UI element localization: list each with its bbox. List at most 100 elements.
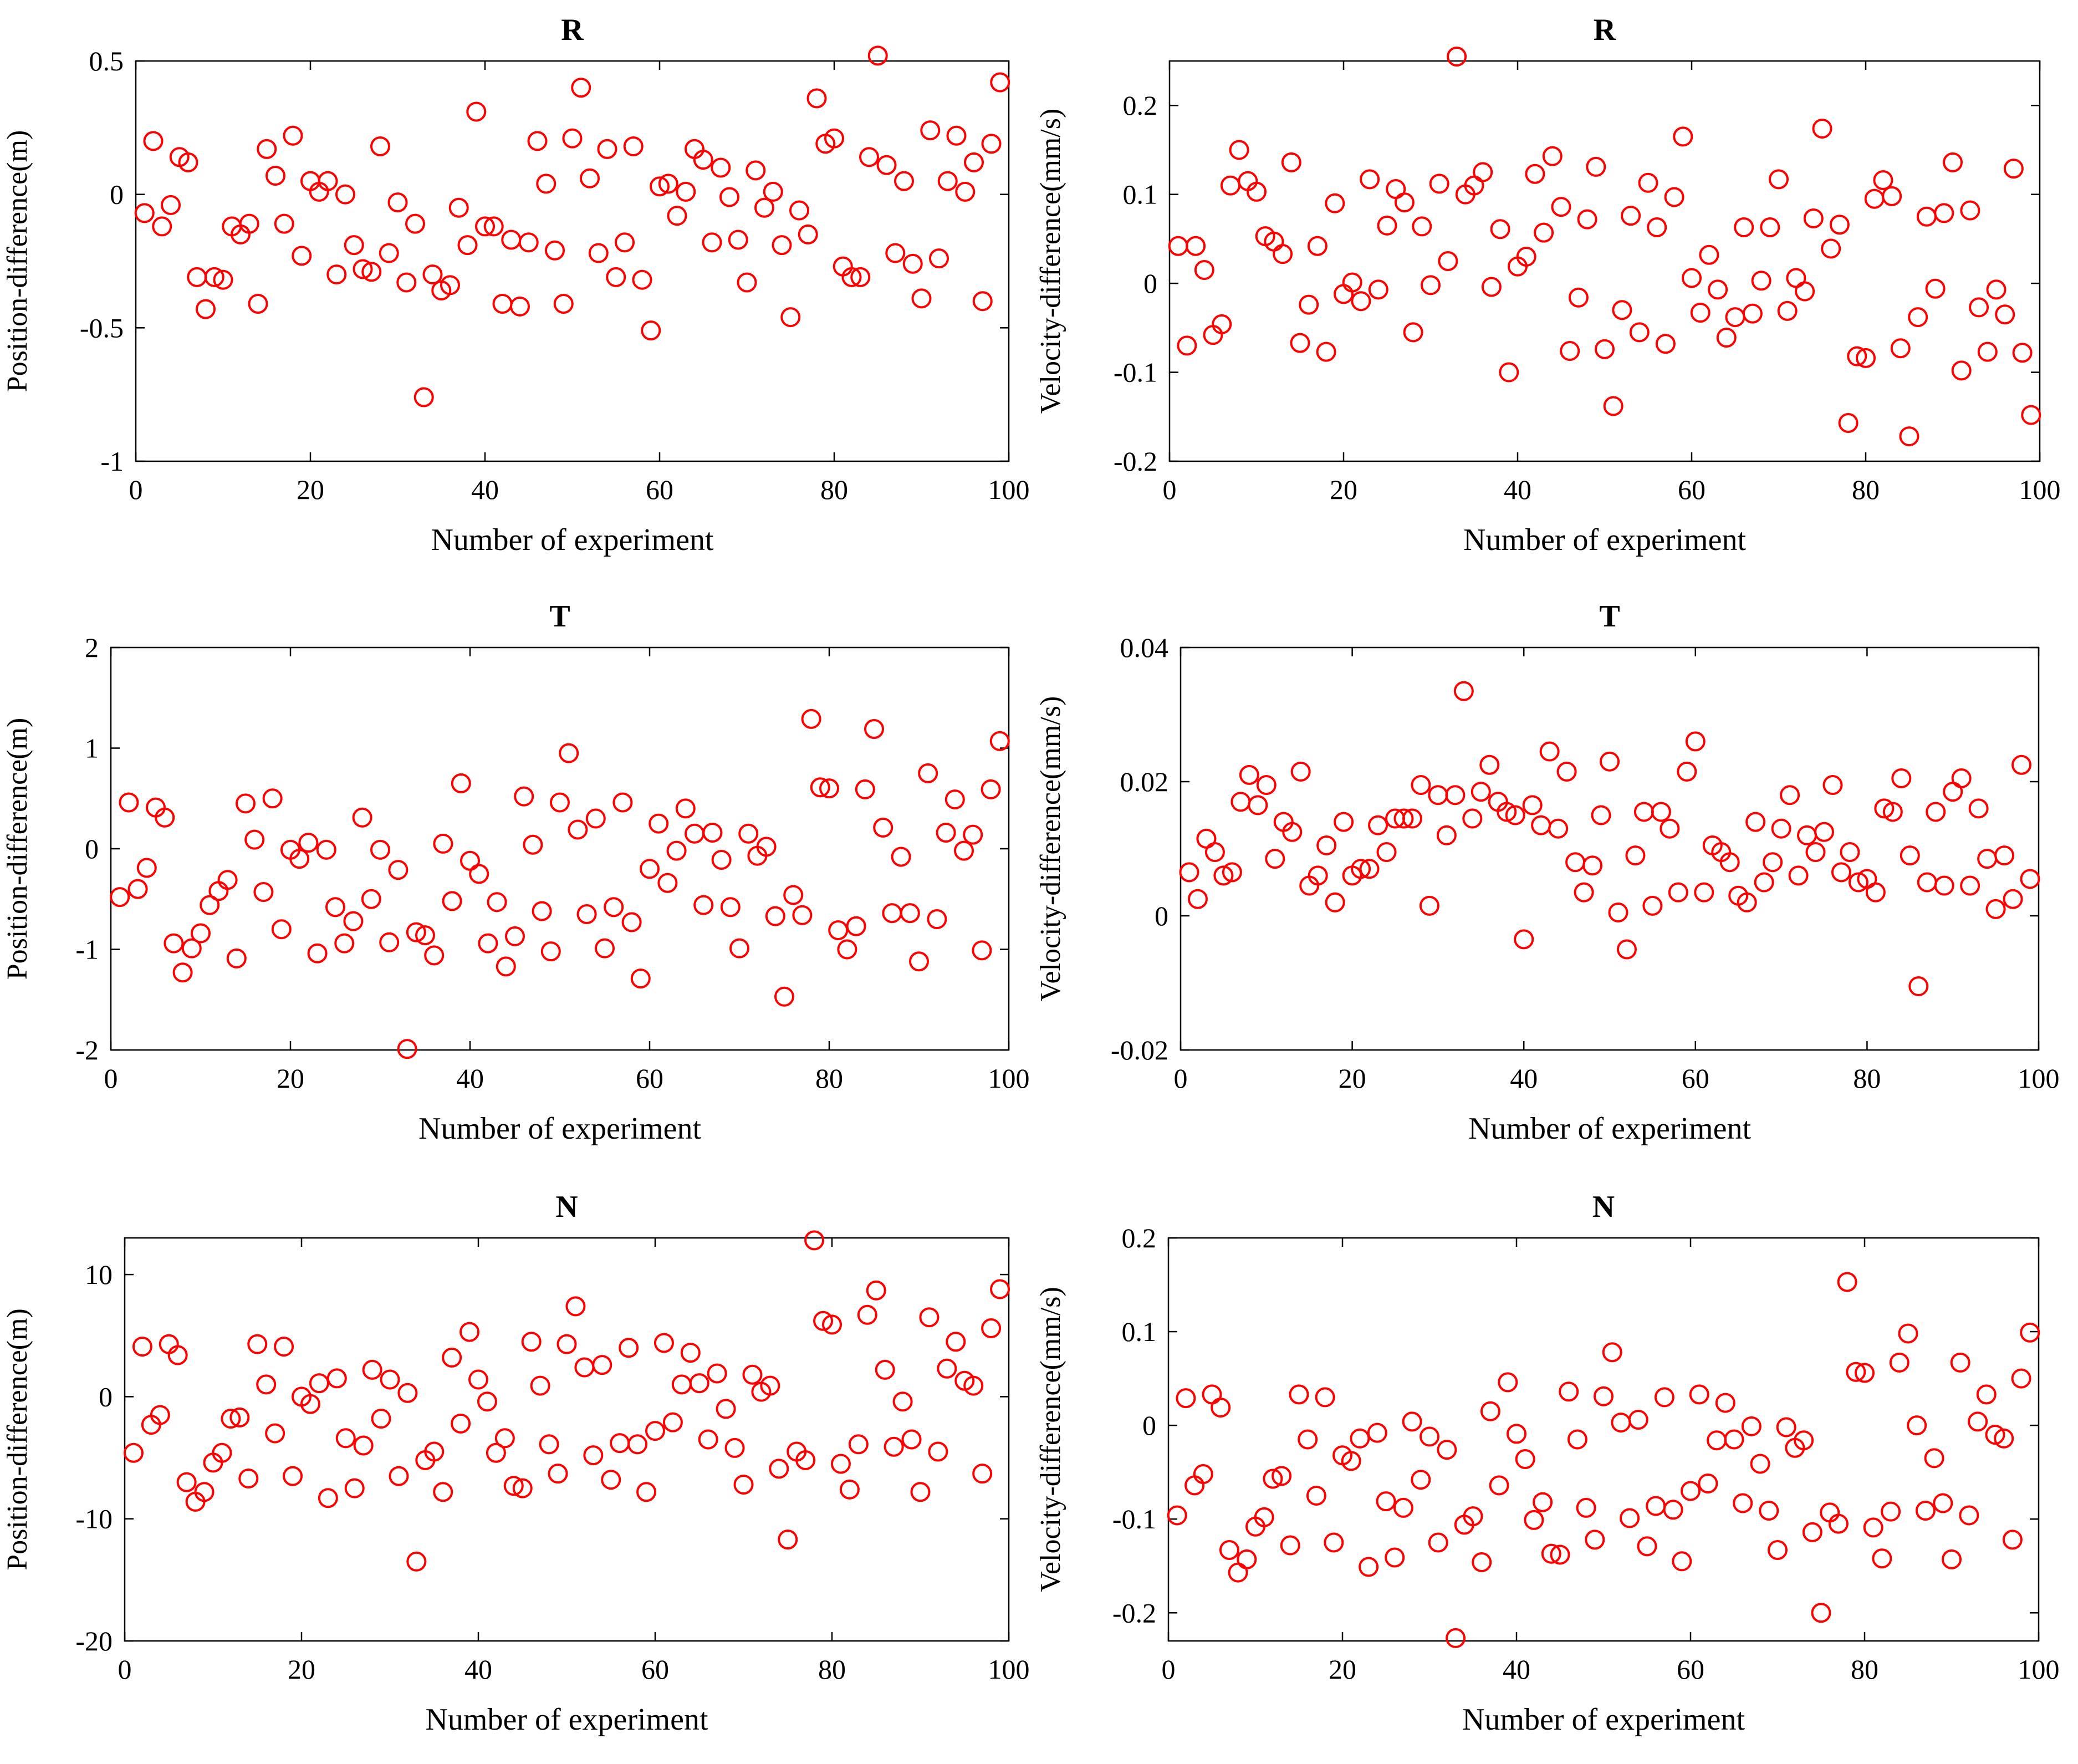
- data-point: [1777, 300, 1798, 321]
- data-point: [1585, 1530, 1605, 1550]
- data-point: [1769, 169, 1789, 190]
- data-point: [1908, 307, 1928, 328]
- data-point: [981, 134, 1002, 154]
- data-point: [804, 1230, 825, 1251]
- data-point: [882, 903, 902, 924]
- data-point: [1898, 1323, 1918, 1344]
- data-point: [532, 901, 552, 921]
- data-point: [873, 817, 894, 838]
- data-point: [1960, 875, 1980, 896]
- data-point: [253, 882, 274, 903]
- data-point: [892, 1391, 913, 1412]
- data-point: [1741, 1416, 1762, 1436]
- data-point: [1797, 825, 1817, 845]
- data-point: [1403, 322, 1423, 343]
- x-tick-label: 0: [1162, 1654, 1176, 1685]
- data-point: [1943, 152, 1963, 172]
- y-tick-label: 10: [85, 1259, 113, 1290]
- data-point: [819, 778, 839, 799]
- data-point: [1771, 818, 1791, 839]
- data-point: [483, 216, 504, 237]
- data-point: [1436, 825, 1457, 845]
- data-point: [841, 267, 862, 287]
- data-point: [850, 267, 871, 287]
- data-point: [1480, 1401, 1500, 1421]
- data-point: [1565, 852, 1586, 873]
- data-point: [433, 833, 453, 854]
- data-point: [1750, 1454, 1770, 1474]
- data-point: [405, 213, 425, 234]
- x-axis-label: Number of experiment: [1468, 1112, 1751, 1146]
- data-point: [353, 1435, 374, 1456]
- data-point: [1351, 859, 1371, 879]
- data-point: [769, 1459, 789, 1479]
- data-point: [110, 887, 130, 908]
- data-point: [424, 1441, 445, 1462]
- data-point: [1428, 1532, 1448, 1553]
- y-tick-label: -0.1: [1114, 357, 1157, 388]
- data-point: [689, 1373, 709, 1394]
- data-point: [1968, 798, 1989, 819]
- data-point: [636, 1482, 657, 1502]
- data-point: [413, 387, 434, 407]
- data-point: [1795, 281, 1815, 302]
- data-point: [1603, 396, 1623, 416]
- data-point: [640, 859, 660, 879]
- data-point: [1247, 181, 1267, 202]
- data-point: [226, 948, 247, 968]
- x-axis-label: Number of experiment: [418, 1112, 701, 1146]
- data-point: [1471, 782, 1491, 802]
- data-point: [1821, 238, 1841, 259]
- y-tick-label: 0.02: [1120, 766, 1169, 797]
- data-point: [442, 1347, 462, 1368]
- data-point: [911, 288, 932, 309]
- data-point: [1186, 236, 1206, 256]
- data-point: [1194, 260, 1214, 281]
- data-point: [1985, 1425, 2005, 1445]
- chart-title: N: [1592, 1190, 1615, 1224]
- data-point: [1664, 187, 1684, 207]
- data-point: [477, 1391, 497, 1412]
- data-point: [623, 136, 644, 157]
- data-point: [1803, 208, 1824, 228]
- data-point: [1694, 882, 1714, 903]
- data-point: [1586, 156, 1606, 177]
- data-point: [1864, 188, 1885, 209]
- data-point: [200, 895, 220, 915]
- data-point: [1715, 1393, 1735, 1413]
- data-point: [1489, 1475, 1509, 1496]
- data-point: [846, 916, 866, 936]
- data-point: [1325, 193, 1345, 213]
- data-point: [1872, 1548, 1892, 1569]
- x-tick-label: 100: [2018, 1654, 2060, 1685]
- data-point: [588, 243, 609, 263]
- data-point: [716, 1399, 736, 1419]
- data-point: [565, 1296, 586, 1317]
- data-point: [1393, 808, 1414, 829]
- axes-frame: [135, 60, 1010, 462]
- data-point: [1516, 246, 1536, 267]
- data-point: [693, 150, 713, 170]
- data-point: [1595, 339, 1615, 359]
- data-point: [929, 248, 949, 269]
- data-point: [1805, 842, 1826, 863]
- data-point: [954, 840, 974, 861]
- data-point: [837, 939, 857, 960]
- data-point: [772, 235, 792, 256]
- data-point: [1341, 1451, 1361, 1471]
- data-point: [1847, 346, 1867, 366]
- data-point: [1228, 1562, 1248, 1583]
- x-tick-label: 100: [988, 1654, 1030, 1685]
- data-point: [1917, 872, 1937, 893]
- data-point: [1672, 1551, 1692, 1572]
- data-point: [181, 938, 202, 959]
- data-point: [1429, 174, 1449, 194]
- data-point: [859, 147, 879, 167]
- data-point: [1386, 179, 1406, 200]
- data-point: [2003, 159, 2024, 179]
- data-point: [1994, 1428, 2014, 1449]
- data-point: [265, 1423, 285, 1444]
- data-point: [702, 232, 722, 253]
- data-point: [204, 267, 224, 287]
- x-tick-label: 20: [297, 474, 324, 505]
